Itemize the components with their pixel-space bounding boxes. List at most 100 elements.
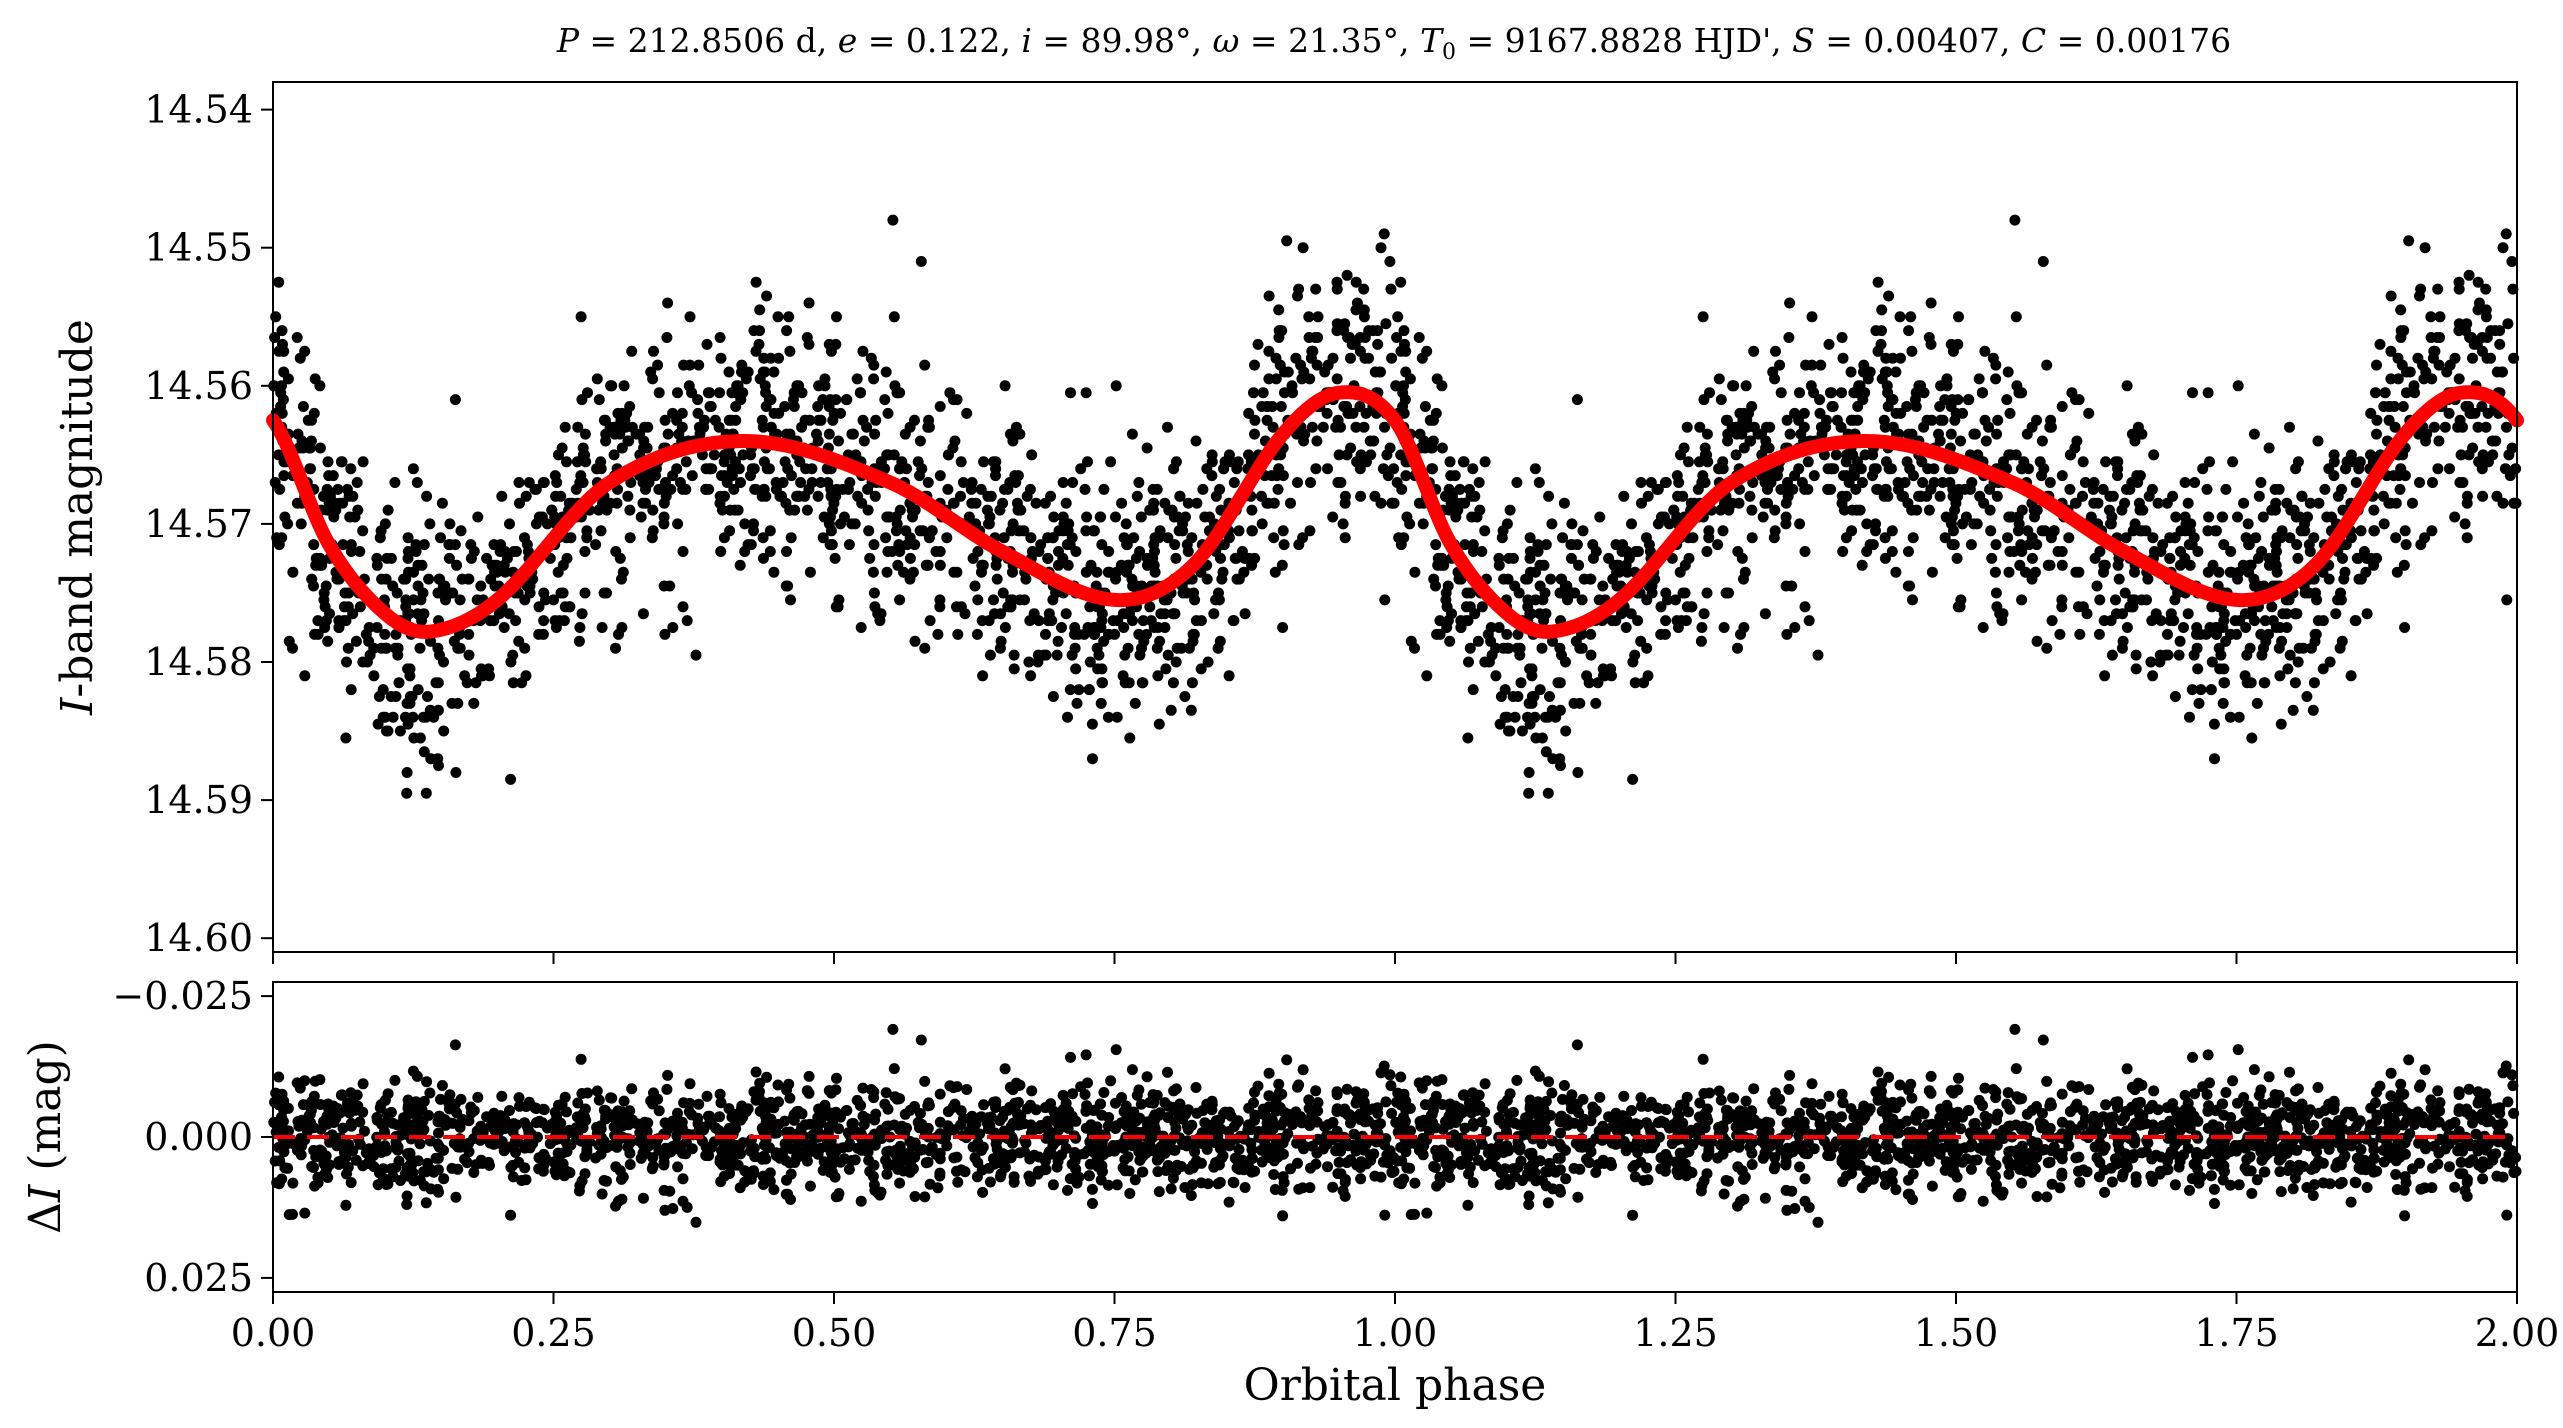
observation-point (680, 483, 692, 495)
observation-point (634, 428, 646, 440)
observation-point (2145, 656, 2157, 668)
observation-point (2217, 697, 2229, 709)
observation-point (1685, 497, 1697, 509)
observation-point (1182, 546, 1194, 557)
observation-point (2420, 435, 2432, 447)
observation-point (341, 656, 352, 668)
observation-point (969, 580, 981, 592)
observation-point (2241, 649, 2253, 661)
residual-point (915, 1034, 927, 1046)
observation-point (2253, 490, 2265, 502)
observation-point (2079, 477, 2091, 488)
observation-point (1306, 345, 1318, 357)
observation-point (401, 767, 413, 778)
observation-point (516, 677, 528, 689)
observation-point (1102, 566, 1114, 578)
observation-point (729, 387, 741, 399)
observation-point (635, 511, 647, 523)
residual-point (513, 1092, 525, 1104)
chart-title: P = 212.8506 d, e = 0.122, i = 89.98°, ω… (556, 21, 2231, 65)
observation-point (345, 463, 357, 475)
observation-point (2215, 649, 2227, 661)
residual-point (269, 1155, 281, 1167)
observation-point (2467, 352, 2478, 364)
observation-point (546, 504, 558, 516)
observation-point (1229, 552, 1241, 564)
observation-point (550, 622, 562, 633)
observation-point (2259, 615, 2271, 627)
observation-point (2266, 601, 2278, 613)
observation-point (1317, 421, 1329, 433)
observation-point (1219, 456, 1231, 468)
observation-point (591, 463, 603, 475)
observation-point (1946, 511, 1958, 523)
observation-point (1805, 380, 1817, 392)
title-P-symbol: P (556, 21, 580, 60)
observation-point (2506, 442, 2518, 454)
residual-point (1757, 1152, 1769, 1164)
observation-point (862, 504, 874, 516)
observation-point (692, 407, 704, 419)
residual-point (591, 1085, 603, 1097)
observation-point (1393, 532, 1405, 544)
title-T-subscript: 0 (1442, 40, 1456, 65)
observation-point (1070, 546, 1082, 557)
observation-point (2002, 532, 2014, 544)
observation-point (410, 546, 422, 557)
observation-point (2385, 345, 2397, 357)
observation-point (1096, 677, 1108, 689)
observation-point (1160, 663, 1172, 675)
residual-point (1800, 1097, 1812, 1109)
observation-point (507, 649, 519, 661)
observation-point (1887, 352, 1899, 364)
observation-point (1263, 345, 1275, 357)
observation-point (438, 656, 449, 668)
observation-point (1503, 642, 1514, 654)
observation-point (463, 628, 475, 640)
observation-point (934, 470, 946, 482)
observation-point (677, 601, 689, 613)
observation-point (2214, 663, 2226, 675)
observation-point (1032, 649, 1044, 661)
observation-point (856, 497, 868, 509)
observation-point (412, 608, 424, 620)
observation-point (1128, 532, 1140, 544)
observation-point (2048, 525, 2060, 537)
observation-point (2162, 628, 2173, 640)
observation-point (1515, 677, 1527, 689)
observation-point (1697, 470, 1709, 482)
observation-point (1413, 332, 1425, 343)
observation-point (1426, 442, 1438, 454)
observation-point (1903, 546, 1914, 557)
observation-point (1380, 318, 1392, 330)
residual-point (1047, 1179, 1059, 1191)
observation-point (1632, 546, 1644, 557)
observation-point (1770, 345, 1781, 357)
observation-point (1852, 456, 1863, 468)
observation-point (538, 477, 550, 488)
observation-point (739, 518, 751, 530)
observation-point (335, 456, 347, 468)
observation-point (1465, 490, 1477, 502)
observation-point (465, 552, 477, 564)
residual-point (1395, 1071, 1407, 1083)
observation-point (1162, 421, 1173, 433)
observation-point (1523, 767, 1535, 778)
observation-point (730, 414, 742, 426)
observation-point (1823, 338, 1835, 350)
observation-point (1271, 470, 1283, 482)
observation-point (2091, 580, 2103, 592)
residual-point (2169, 1179, 2181, 1191)
observation-point (2313, 497, 2325, 509)
observation-point (2169, 594, 2181, 606)
observation-point (1524, 546, 1536, 557)
observation-point (828, 407, 840, 419)
observation-point (754, 373, 766, 385)
observation-point (1759, 477, 1771, 488)
observation-point (1087, 753, 1098, 765)
observation-point (2056, 559, 2068, 571)
observation-point (781, 325, 793, 337)
observation-point (2208, 718, 2220, 730)
observation-point (465, 539, 477, 551)
observation-point (1744, 435, 1756, 447)
